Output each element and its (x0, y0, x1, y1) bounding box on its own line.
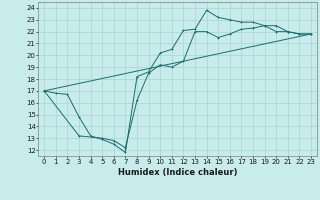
X-axis label: Humidex (Indice chaleur): Humidex (Indice chaleur) (118, 168, 237, 177)
